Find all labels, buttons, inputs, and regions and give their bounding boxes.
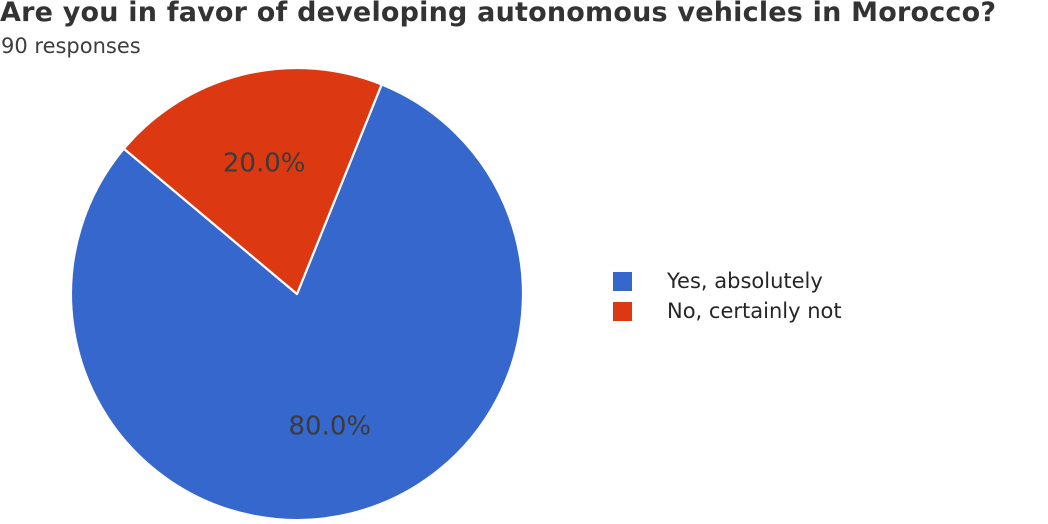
pct-label-no-certainly-not: 20.0% [223, 148, 306, 178]
legend-swatch-no-icon [613, 301, 632, 321]
chart-subtitle: 90 responses [1, 34, 141, 58]
chart-title: Are you in favor of developing autonomou… [0, 0, 997, 28]
legend: Yes, absolutely No, certainly not [613, 266, 842, 326]
legend-swatch-yes-icon [613, 271, 632, 291]
pie-slice-yes-absolutely [71, 83, 523, 520]
legend-item-no-certainly-not: No, certainly not [613, 296, 842, 326]
legend-item-yes-absolutely: Yes, absolutely [613, 266, 842, 296]
legend-label-no: No, certainly not [667, 299, 842, 323]
pct-label-yes-absolutely: 80.0% [288, 412, 371, 442]
pie-chart: 80.0% 20.0% [71, 68, 523, 520]
legend-label-yes: Yes, absolutely [667, 269, 823, 293]
pie-slice-no-certainly-not [122, 68, 383, 296]
